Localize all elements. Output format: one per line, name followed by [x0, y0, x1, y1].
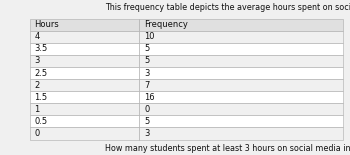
Bar: [30, 19, 139, 31]
Text: 3: 3: [144, 69, 149, 78]
Bar: [139, 67, 343, 79]
Text: Hours: Hours: [34, 20, 59, 29]
Bar: [139, 43, 343, 55]
Bar: [139, 91, 343, 103]
Bar: [139, 115, 343, 127]
Text: 5: 5: [144, 56, 149, 65]
Text: 4: 4: [34, 32, 40, 41]
Text: 2.5: 2.5: [34, 69, 48, 78]
Text: 1: 1: [34, 105, 40, 114]
Text: 16: 16: [144, 93, 155, 102]
Bar: [139, 103, 343, 115]
Text: How many students spent at least 3 hours on social media in PSY201?: How many students spent at least 3 hours…: [105, 144, 350, 153]
Text: 2: 2: [34, 81, 40, 90]
Text: 7: 7: [144, 81, 149, 90]
Bar: [30, 115, 139, 127]
Text: 5: 5: [144, 117, 149, 126]
Text: 3.5: 3.5: [34, 44, 48, 53]
Bar: [139, 55, 343, 67]
Bar: [30, 55, 139, 67]
Text: 0.5: 0.5: [34, 117, 48, 126]
Bar: [139, 79, 343, 91]
Bar: [30, 31, 139, 43]
Text: 0: 0: [34, 129, 40, 138]
Text: Frequency: Frequency: [144, 20, 188, 29]
Bar: [30, 67, 139, 79]
Text: 3: 3: [34, 56, 40, 65]
Bar: [139, 19, 343, 31]
Text: 0: 0: [144, 105, 149, 114]
Bar: [30, 79, 139, 91]
Bar: [30, 91, 139, 103]
Text: 3: 3: [144, 129, 149, 138]
Bar: [30, 43, 139, 55]
Bar: [30, 127, 139, 140]
Text: 1.5: 1.5: [34, 93, 48, 102]
Bar: [139, 31, 343, 43]
Text: 5: 5: [144, 44, 149, 53]
Bar: [30, 103, 139, 115]
Bar: [139, 127, 343, 140]
Text: 10: 10: [144, 32, 155, 41]
Text: This frequency table depicts the average hours spent on social media use for stu: This frequency table depicts the average…: [105, 3, 350, 12]
